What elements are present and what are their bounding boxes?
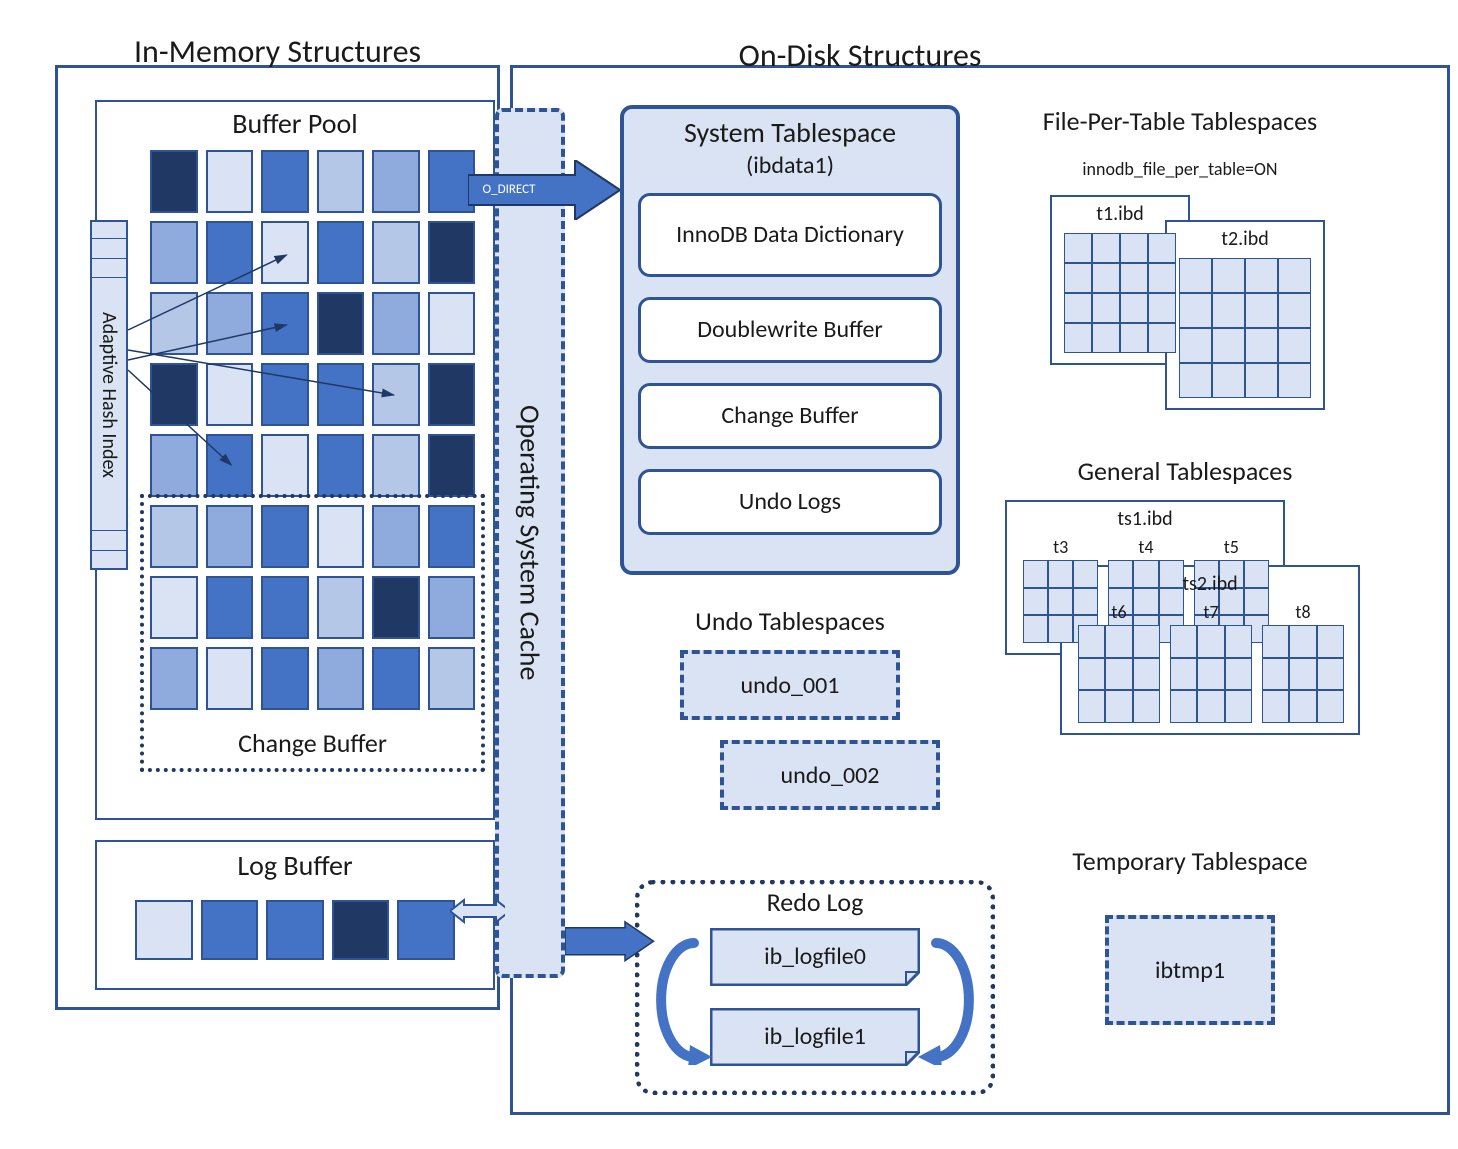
- change-buffer-label: Change Buffer: [140, 720, 485, 768]
- log-buffer-cell: [135, 900, 193, 960]
- buffer-pool-cell: [317, 292, 365, 355]
- redo-cycle-arrow-right: [915, 935, 985, 1065]
- redo-log-file-label: ib_logfile1: [710, 1008, 920, 1066]
- log-buffer-title: Log Buffer: [95, 848, 495, 884]
- buffer-pool-cell: [428, 434, 476, 497]
- system-tablespace-item-label: Doublewrite Buffer: [685, 316, 895, 344]
- tablespace-file-label: ts1.ibd: [1005, 506, 1285, 532]
- in-memory-heading: In-Memory Structures: [55, 30, 500, 75]
- buffer-pool-cell: [372, 150, 420, 213]
- buffer-pool-cell: [206, 292, 254, 355]
- buffer-pool-cell: [261, 150, 309, 213]
- tablespace-file-label: t1.ibd: [1050, 201, 1190, 227]
- buffer-pool-cell: [206, 150, 254, 213]
- buffer-pool-cell: [150, 221, 198, 284]
- log-buffer-grid: [135, 900, 455, 960]
- on-disk-heading: On-Disk Structures: [580, 30, 1140, 82]
- system-tablespace-item-label: Undo Logs: [727, 488, 853, 516]
- log-buffer-cell: [332, 900, 390, 960]
- system-tablespace-item: Doublewrite Buffer: [638, 297, 942, 363]
- ibtmp1-label: ibtmp1: [1155, 956, 1225, 985]
- buffer-pool-cell: [372, 221, 420, 284]
- undo-file: undo_002: [720, 740, 940, 810]
- system-tablespace-item: Change Buffer: [638, 383, 942, 449]
- tablespace-mini-grid: [1064, 233, 1176, 353]
- system-tablespace-item-label: InnoDB Data Dictionary: [664, 221, 916, 249]
- os-cache-label: Operating System Cache: [495, 108, 565, 978]
- tablespace-mini-grid: [1179, 258, 1311, 398]
- tablespace-file-label: t2.ibd: [1165, 226, 1325, 252]
- file-per-table-setting: innodb_file_per_table=ON: [995, 156, 1365, 182]
- system-tablespace-item-label: Change Buffer: [709, 402, 870, 430]
- table-mini-grid: [1170, 625, 1252, 723]
- buffer-pool-cell: [317, 434, 365, 497]
- buffer-pool-cell: [317, 221, 365, 284]
- table-mini-label: t5: [1194, 536, 1269, 558]
- file-per-table-title: File-Per-Table Tablespaces: [995, 90, 1365, 154]
- system-tablespace-item: Undo Logs: [638, 469, 942, 535]
- buffer-pool-cell: [150, 150, 198, 213]
- buffer-pool-cell: [428, 292, 476, 355]
- buffer-pool-cell: [150, 363, 198, 426]
- table-mini-label: t4: [1108, 536, 1183, 558]
- buffer-pool-cell: [206, 363, 254, 426]
- general-tablespaces-title: General Tablespaces: [995, 455, 1375, 489]
- buffer-pool-cell: [317, 150, 365, 213]
- table-mini-label: t7: [1170, 601, 1252, 623]
- temporary-tablespace-file: ibtmp1: [1105, 915, 1275, 1025]
- buffer-pool-title: Buffer Pool: [95, 106, 495, 142]
- table-mini-grid: [1078, 625, 1160, 723]
- undo-file-label: undo_002: [781, 761, 880, 790]
- buffer-pool-cell: [261, 292, 309, 355]
- redo-log-file-label: ib_logfile0: [710, 928, 920, 986]
- ibdata1-label: (ibdata1): [620, 151, 960, 181]
- adaptive-hash-index-label: Adaptive Hash Index: [90, 220, 128, 570]
- buffer-pool-cell: [261, 221, 309, 284]
- table-mini-label: t3: [1023, 536, 1098, 558]
- buffer-pool-cell: [372, 363, 420, 426]
- buffer-pool-cell: [372, 292, 420, 355]
- buffer-pool-cell: [150, 292, 198, 355]
- buffer-pool-cell: [428, 221, 476, 284]
- log-buffer-cell: [266, 900, 324, 960]
- os-to-redo-arrow: [565, 918, 685, 978]
- buffer-pool-cell: [261, 434, 309, 497]
- buffer-pool-cell: [428, 363, 476, 426]
- log-buffer-cell: [201, 900, 259, 960]
- buffer-pool-cell: [261, 363, 309, 426]
- buffer-pool-cell: [150, 434, 198, 497]
- redo-log-title: Redo Log: [635, 888, 995, 918]
- log-buffer-to-os-arrow: [450, 898, 505, 924]
- undo-file-label: undo_001: [741, 671, 840, 700]
- log-buffer-cell: [397, 900, 455, 960]
- temporary-tablespace-title: Temporary Tablespace: [1040, 830, 1340, 894]
- system-tablespace-item: InnoDB Data Dictionary: [638, 193, 942, 277]
- table-mini-label: t8: [1262, 601, 1344, 623]
- table-mini-grid: [1262, 625, 1344, 723]
- undo-tablespaces-title: Undo Tablespaces: [620, 605, 960, 639]
- o-direct-label: O_DIRECT: [468, 177, 550, 203]
- buffer-pool-cell: [206, 434, 254, 497]
- buffer-pool-cell: [372, 434, 420, 497]
- system-tablespace-title: System Tablespace: [620, 115, 960, 151]
- table-mini-label: t6: [1078, 601, 1160, 623]
- buffer-pool-cell: [206, 221, 254, 284]
- undo-file: undo_001: [680, 650, 900, 720]
- buffer-pool-cell: [317, 363, 365, 426]
- tablespace-file-label: ts2.ibd: [1060, 571, 1360, 597]
